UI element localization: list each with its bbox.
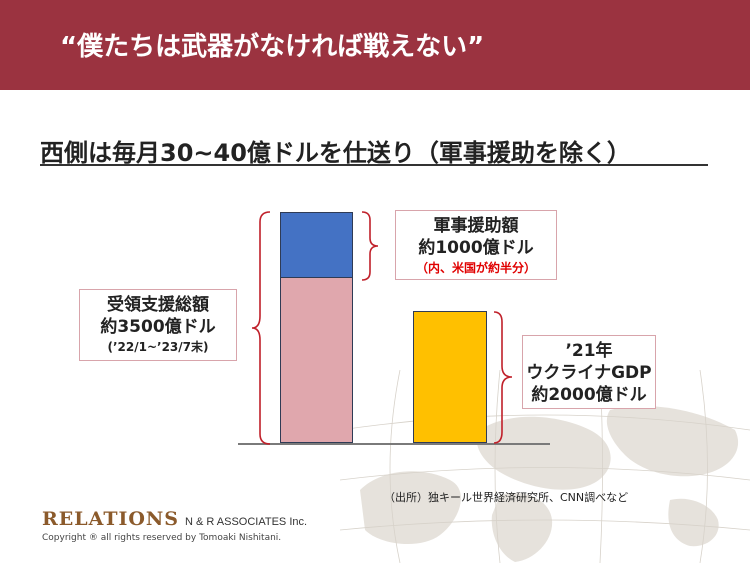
- total-aid-title: 受領支援総額: [107, 295, 209, 315]
- military-aid-title: 軍事援助額: [433, 216, 519, 236]
- brace-military-aid: [361, 211, 379, 281]
- slide-title: “僕たちは武器がなければ戦えない”: [60, 32, 485, 62]
- slide-subtitle: 西側は毎月30~40億ドルを仕送り（軍事援助を除く）: [40, 139, 631, 167]
- total-aid-label-box: 受領支援総額 約3500億ドル (’22/1~’23/7末): [79, 289, 237, 361]
- brace-gdp: [493, 311, 513, 444]
- total-aid-value: 約3500億ドル: [100, 317, 216, 337]
- military-aid-note: （内、米国が約半分）: [415, 261, 536, 275]
- logo-text: RELATIONS: [42, 508, 179, 530]
- chart-baseline: [238, 443, 550, 445]
- world-map-background: [340, 370, 750, 563]
- military-aid-value: 約1000億ドル: [418, 238, 534, 258]
- total-aid-period: (’22/1~’23/7末): [107, 340, 209, 354]
- gdp-title: ウクライナGDP: [526, 363, 652, 383]
- brace-total-aid: [251, 211, 271, 445]
- gdp-year: ’21年: [565, 341, 613, 361]
- copyright-text: Copyright ® all rights reserved by Tomoa…: [42, 533, 282, 543]
- bar-total-aid-outline: [280, 212, 353, 443]
- gdp-value: 約2000億ドル: [531, 385, 647, 405]
- bar-ukraine-gdp: [413, 311, 487, 443]
- company-logo: RELATIONS N & R ASSOCIATES Inc.: [42, 508, 307, 530]
- source-note: （出所）独キール世界経済研究所、CNN調べなど: [384, 491, 629, 504]
- logo-subtext: N & R ASSOCIATES Inc.: [185, 516, 308, 528]
- military-aid-label-box: 軍事援助額 約1000億ドル （内、米国が約半分）: [395, 210, 557, 280]
- subtitle-underline: [40, 164, 708, 166]
- gdp-label-box: ’21年 ウクライナGDP 約2000億ドル: [522, 335, 656, 409]
- bar-aid-remainder: [280, 278, 353, 443]
- header-banner: “僕たちは武器がなければ戦えない”: [0, 0, 750, 90]
